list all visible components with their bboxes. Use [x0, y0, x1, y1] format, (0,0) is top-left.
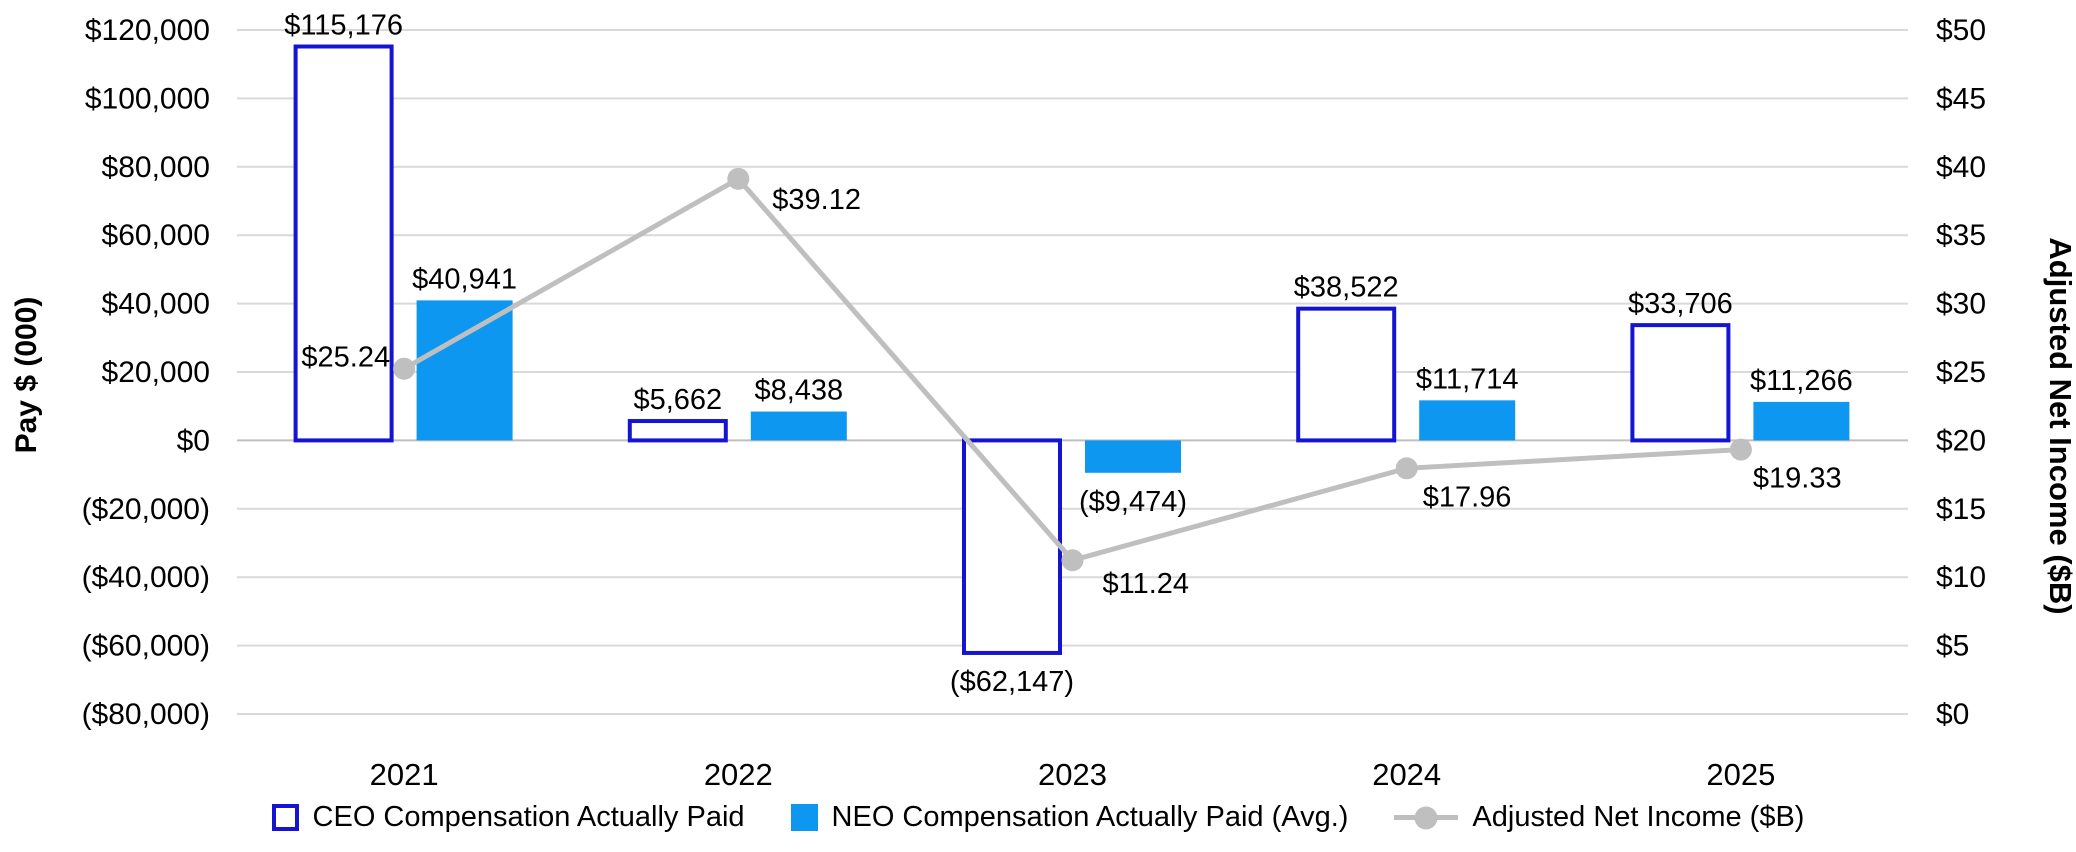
- x-axis-year-label-2024: 2024: [1372, 757, 1441, 792]
- x-axis-year-label-2025: 2025: [1706, 757, 1775, 792]
- left-axis-tick-label: $60,000: [102, 219, 210, 252]
- net-income-point-2025: [1729, 438, 1752, 461]
- ceo-bar-swatch-icon: [271, 804, 299, 831]
- right-axis-tick-label: $45: [1936, 82, 1986, 115]
- left-axis-tick-label: $100,000: [85, 82, 210, 115]
- ceo-bar-2023: [962, 438, 1062, 655]
- net-income-point-2021: [393, 357, 416, 380]
- neo-bar-2025: [1753, 401, 1850, 441]
- right-axis-tick-label: $5: [1936, 630, 1969, 663]
- left-axis-tick-label: $120,000: [85, 14, 210, 47]
- left-axis-tick-label: ($60,000): [82, 630, 210, 663]
- legend-label-neo: NEO Compensation Actually Paid (Avg.): [831, 801, 1349, 833]
- bar-value-label: $11,266: [1750, 365, 1853, 397]
- right-axis-title: Adjusted Net Income ($B): [2043, 237, 2076, 614]
- left-axis-title: Pay $ (000): [10, 297, 43, 454]
- combo-chart: $120,000 $50 $100,000 $45 $80,000 $40 $60,000 $…: [10, 9, 2076, 792]
- legend-item-neo: NEO Compensation Actually Paid (Avg.): [790, 801, 1349, 833]
- right-axis-tick-label: $10: [1936, 561, 1986, 594]
- net-income-point-2023: [1061, 549, 1084, 572]
- neo-bar-2024: [1419, 400, 1516, 441]
- right-axis-tick-label: $20: [1936, 424, 1986, 457]
- bar-value-label: $38,522: [1294, 272, 1399, 304]
- left-axis-tick-label: $0: [177, 424, 210, 457]
- line-value-label: $25.24: [301, 342, 390, 374]
- left-axis-tick-label: ($20,000): [82, 493, 210, 526]
- x-axis-year-label-2023: 2023: [1038, 757, 1107, 792]
- ceo-bar-2021: [293, 44, 394, 443]
- right-axis-tick-label: $50: [1936, 14, 1986, 47]
- net-income-point-2022: [727, 167, 750, 190]
- right-axis-tick-label: $25: [1936, 356, 1986, 389]
- right-axis-tick-label: $30: [1936, 288, 1986, 321]
- left-axis-tick-label: ($80,000): [82, 698, 210, 731]
- chart-legend: CEO Compensation Actually Paid NEO Compe…: [0, 803, 2076, 832]
- left-axis-tick-label: $40,000: [102, 288, 210, 321]
- left-axis-tick-label: $80,000: [102, 151, 210, 184]
- right-axis-tick-label: $15: [1936, 493, 1986, 526]
- ceo-bar-2024: [1296, 306, 1397, 443]
- neo-bar-2023: [1085, 440, 1181, 473]
- neo-bar-2022: [750, 411, 847, 441]
- ceo-bar-2025: [1630, 323, 1731, 443]
- line-value-label: $19.33: [1753, 463, 1842, 495]
- bar-value-label: $115,176: [284, 9, 403, 41]
- bar-value-label: ($9,474): [1079, 486, 1187, 518]
- legend-label-net-income: Adjusted Net Income ($B): [1472, 801, 1805, 833]
- neo-bar-swatch-icon: [790, 804, 818, 831]
- line-marker-dot-icon: [1414, 806, 1438, 829]
- bar-value-label: $33,706: [1628, 288, 1733, 320]
- right-axis-tick-label: $40: [1936, 151, 1986, 184]
- bar-value-label: $11,714: [1416, 363, 1519, 395]
- legend-item-ceo: CEO Compensation Actually Paid: [271, 801, 745, 833]
- right-axis-tick-label: $35: [1936, 219, 1986, 252]
- bar-value-label: ($62,147): [950, 666, 1074, 698]
- x-axis-year-label-2021: 2021: [370, 757, 439, 792]
- left-axis-tick-label: $20,000: [102, 356, 210, 389]
- bar-value-label: $5,662: [633, 384, 722, 416]
- line-value-label: $11.24: [1103, 568, 1190, 600]
- line-value-label: $17.96: [1423, 481, 1512, 513]
- bar-value-label: $8,438: [754, 375, 843, 407]
- bar-value-label: $40,941: [412, 263, 517, 295]
- left-axis-tick-label: ($40,000): [82, 561, 210, 594]
- right-axis-tick-label: $0: [1936, 698, 1969, 731]
- neo-bar-2021: [416, 300, 513, 441]
- x-axis-year-label-2022: 2022: [704, 757, 773, 792]
- net-income-point-2024: [1395, 457, 1418, 480]
- legend-item-net-income: Adjusted Net Income ($B): [1394, 803, 1804, 832]
- line-value-label: $39.12: [772, 184, 861, 216]
- ceo-bar-2022: [627, 419, 728, 443]
- line-marker-swatch-icon: [1394, 806, 1459, 829]
- legend-label-ceo: CEO Compensation Actually Paid: [312, 801, 745, 833]
